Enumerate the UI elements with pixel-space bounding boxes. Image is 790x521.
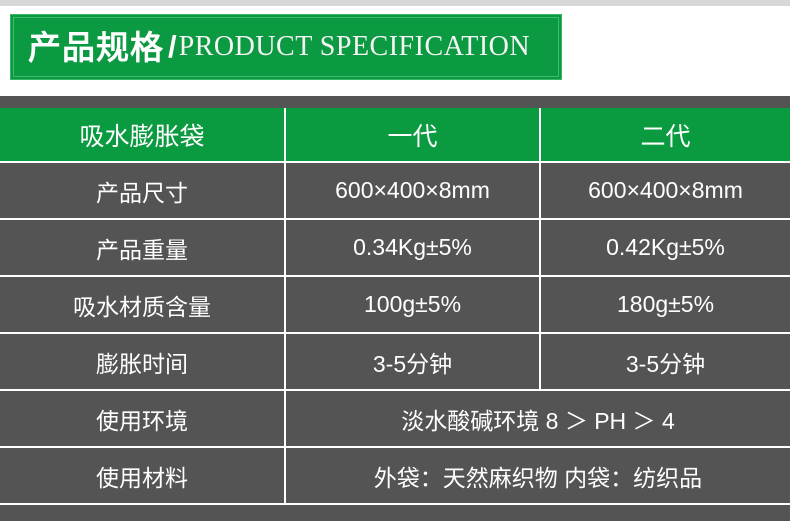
table-row: 膨胀时间 3-5分钟 3-5分钟 <box>0 333 790 391</box>
row-label-expansion-time: 膨胀时间 <box>0 333 286 391</box>
row-label-materials: 使用材料 <box>0 447 286 505</box>
row-label-product-size: 产品尺寸 <box>0 162 286 220</box>
table-header-row: 吸水膨胀袋 一代 二代 <box>0 108 790 163</box>
cell-gen2-expansion-time: 3-5分钟 <box>540 333 790 391</box>
row-label-absorbent-content: 吸水材质含量 <box>0 276 286 334</box>
column-header-gen1: 一代 <box>285 108 541 163</box>
top-gray-strip <box>0 0 790 6</box>
banner-title-english: PRODUCT SPECIFICATION <box>178 31 531 62</box>
cell-merged-materials: 外袋：天然麻织物 内袋：纺织品 <box>285 447 790 505</box>
table-body: 产品尺寸 600×400×8mm 600×400×8mm 产品重量 0.34Kg… <box>0 162 790 505</box>
row-label-product-weight: 产品重量 <box>0 219 286 277</box>
table-row: 使用环境 淡水酸碱环境 8 ＞ PH ＞ 4 <box>0 390 790 448</box>
table-row: 产品尺寸 600×400×8mm 600×400×8mm <box>0 162 790 220</box>
table-row: 使用材料 外袋：天然麻织物 内袋：纺织品 <box>0 447 790 505</box>
row-label-usage-environment: 使用环境 <box>0 390 286 448</box>
cell-gen1-product-size: 600×400×8mm <box>285 162 541 220</box>
column-header-label: 吸水膨胀袋 <box>0 108 286 163</box>
cell-gen1-absorbent-content: 100g±5% <box>285 276 541 334</box>
specification-table-container: 吸水膨胀袋 一代 二代 产品尺寸 600×400×8mm 600×400×8mm… <box>0 108 790 521</box>
table-bottom-gray-band <box>0 506 790 521</box>
cell-merged-usage-environment: 淡水酸碱环境 8 ＞ PH ＞ 4 <box>285 390 790 448</box>
banner-title-chinese: 产品规格 <box>28 28 164 66</box>
cell-gen1-product-weight: 0.34Kg±5% <box>285 219 541 277</box>
table-row: 产品重量 0.34Kg±5% 0.42Kg±5% <box>0 219 790 277</box>
cell-gen2-product-size: 600×400×8mm <box>540 162 790 220</box>
cell-gen2-product-weight: 0.42Kg±5% <box>540 219 790 277</box>
banner-separator: / <box>168 29 177 64</box>
table-top-gray-band <box>0 96 790 108</box>
cell-gen2-absorbent-content: 180g±5% <box>540 276 790 334</box>
table-header: 吸水膨胀袋 一代 二代 <box>0 108 790 163</box>
section-banner: 产品规格 / PRODUCT SPECIFICATION <box>10 14 562 80</box>
specification-table: 吸水膨胀袋 一代 二代 产品尺寸 600×400×8mm 600×400×8mm… <box>0 108 790 505</box>
column-header-gen2: 二代 <box>540 108 790 163</box>
table-row: 吸水材质含量 100g±5% 180g±5% <box>0 276 790 334</box>
cell-gen1-expansion-time: 3-5分钟 <box>285 333 541 391</box>
